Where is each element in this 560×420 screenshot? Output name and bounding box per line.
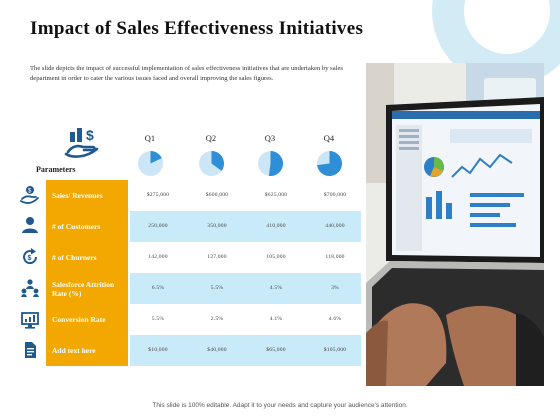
cell-q3: 4.1%: [269, 316, 283, 322]
parameters-label: Parameters: [36, 165, 76, 174]
cell-q4: 118,000: [325, 254, 345, 260]
cell-q2: 127,000: [207, 254, 227, 260]
cell-q3: $65,000: [266, 347, 286, 353]
team-hierarchy-icon: [21, 279, 39, 297]
quarter-pie-q1: [138, 151, 163, 176]
cell-q1: $275,000: [146, 192, 170, 198]
cell-q3: 105,000: [266, 254, 286, 260]
quarter-header-q3: Q3: [264, 133, 276, 143]
cell-q4: $105,000: [323, 347, 347, 353]
quarter-header-q1: Q1: [144, 133, 156, 143]
cell-q3: 410,000: [266, 223, 286, 229]
laptop-photo: [366, 63, 544, 386]
row-label: # of Churners: [46, 242, 128, 273]
cell-q2: 5.5%: [210, 285, 224, 291]
table-row-churners: # of Churners 142,000 127,000 105,000 11…: [46, 242, 361, 273]
table-row-attrition-rate: Salesforce Attrition Rate (%) 6.5% 5.5% …: [46, 273, 361, 304]
table-row-add-text: Add text here $10,000 $40,000 $65,000 $1…: [46, 335, 361, 366]
quarter-pie-q3: [258, 151, 284, 176]
cell-q2: $600,000: [205, 192, 229, 198]
svg-text:$: $: [28, 189, 32, 195]
money-hand-header-icon: $: [62, 120, 102, 165]
cell-q1: $10,000: [148, 347, 168, 353]
monitor-chart-icon: [21, 312, 39, 329]
row-label: Conversion Rate: [46, 304, 128, 335]
footer-note: This slide is 100% editable. Adapt it to…: [152, 402, 408, 409]
cell-q1: 250,000: [148, 223, 168, 229]
quarter-pie-q4: [317, 151, 343, 176]
cell-q1: 142,000: [148, 254, 168, 260]
laptop-illustration: [366, 63, 544, 386]
table-row-conversion-rate: Conversion Rate 5.5% 2.5% 4.1% 4.6%: [46, 304, 361, 335]
cell-q2: 2.5%: [210, 316, 224, 322]
cell-q3: 4.5%: [269, 285, 283, 291]
quarter-header-q4: Q4: [323, 133, 335, 143]
money-hand-icon: $: [20, 186, 39, 204]
cell-q4: $700,000: [323, 192, 347, 198]
slide-title: Impact of Sales Effectiveness Initiative…: [30, 18, 364, 39]
customer-icon: [22, 217, 38, 233]
row-label: Sales/ Revenues: [46, 180, 128, 211]
row-label: Add text here: [46, 335, 128, 366]
quarter-pie-q2: [199, 151, 224, 176]
row-label: # of Customers: [46, 211, 128, 242]
svg-text:$: $: [86, 127, 94, 143]
cell-q2: $40,000: [207, 347, 227, 353]
row-label: Salesforce Attrition Rate (%): [46, 273, 128, 304]
cell-q2: 350,000: [207, 223, 227, 229]
document-icon: [25, 342, 36, 358]
quarter-header-q2: Q2: [205, 133, 217, 143]
churn-cycle-icon: $: [23, 248, 38, 265]
cell-q1: 6.5%: [151, 285, 165, 291]
svg-text:$: $: [28, 255, 32, 262]
cell-q4: 3%: [331, 285, 339, 291]
slide-description: The slide depicts the impact of successf…: [30, 65, 343, 82]
cell-q3: $625,000: [264, 192, 288, 198]
table-row-customers: # of Customers 250,000 350,000 410,000 4…: [46, 211, 361, 242]
cell-q4: 4.6%: [328, 316, 342, 322]
cell-q1: 5.5%: [151, 316, 165, 322]
table-row-sales-revenues: Sales/ Revenues $275,000 $600,000 $625,0…: [46, 180, 361, 211]
cell-q4: 440,000: [325, 223, 345, 229]
